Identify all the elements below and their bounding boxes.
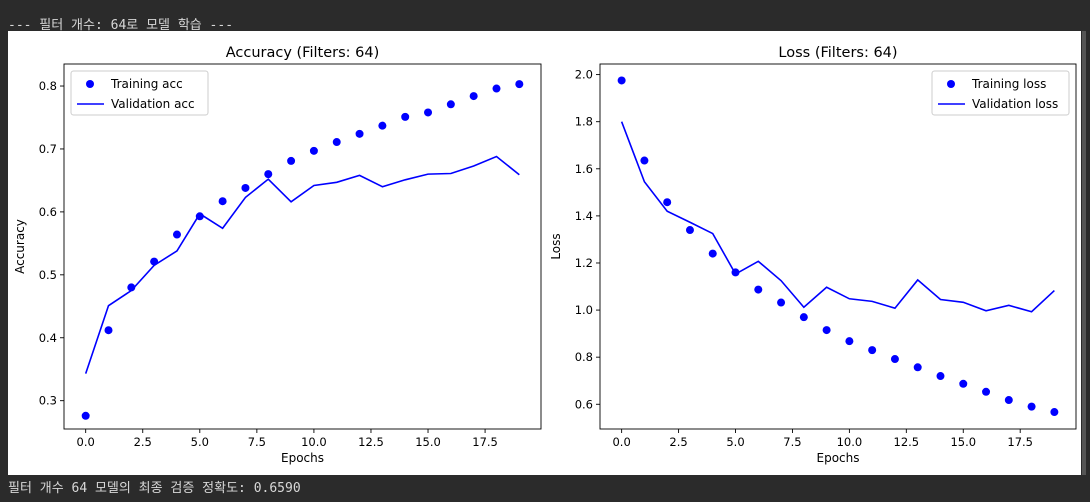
data-point-training-loss [913,363,922,372]
legend-label: Validation loss [972,97,1058,111]
y-tick-label: 0.8 [39,79,57,93]
x-tick-label: 10.0 [301,435,327,449]
chart-accuracy: Accuracy (Filters: 64) 0.0 2.5 5.0 7.5 10.0 12… [13,45,542,465]
data-point-training-acc [424,108,433,117]
data-point-training-acc [378,121,387,130]
data-point-training-acc [287,156,296,165]
data-point-training-loss [640,156,649,165]
data-point-training-acc [218,197,227,206]
series-line-validation-acc [84,155,520,374]
output-scrollbar[interactable] [1082,31,1086,475]
y-tick-label: 0.8 [575,350,593,364]
x-tick-label: 5.0 [726,435,744,449]
y-tick-label: 0.4 [39,331,57,345]
x-tick-label: 17.5 [1007,435,1033,449]
data-point-training-loss [708,249,717,258]
data-point-training-acc [401,112,410,121]
y-tick-label: 2.0 [575,68,593,82]
legend: Training acc Validation acc [70,70,209,116]
y-tick-label: 1.2 [575,256,593,270]
data-point-training-acc [264,170,273,179]
data-point-training-loss [777,298,786,307]
data-point-training-acc [309,146,318,155]
data-point-training-loss [799,313,808,322]
x-tick-label: 15.0 [950,435,976,449]
training-history-figure: Accuracy (Filters: 64) 0.0 2.5 5.0 7.5 10.0 12… [8,31,1081,475]
data-point-training-loss [982,387,991,396]
y-tick-label: 0.6 [39,205,57,219]
chart-loss: Loss (Filters: 64) 0.0 2.5 5.0 7.5 10.0 12.5 15… [549,45,1077,465]
x-tick-label: 0.0 [77,435,95,449]
data-point-training-loss [617,76,626,85]
data-point-training-loss [685,226,694,235]
axes-frame [599,63,1077,430]
x-tick-label: 0.0 [612,435,630,449]
x-axis-label: Epochs [817,451,860,465]
data-point-training-loss [1050,408,1059,417]
y-tick-label: 0.7 [39,142,57,156]
data-point-training-loss [1004,396,1013,405]
data-point-training-acc [332,138,341,147]
x-axis-label: Epochs [281,451,324,465]
data-point-training-acc [446,100,455,109]
legend-box [931,70,1070,116]
console-result-line: 필터 개수 64 모델의 최종 검증 정확도: 0.6590 [8,481,301,496]
x-tick-label: 7.5 [783,435,801,449]
y-tick-label: 0.6 [575,397,593,411]
legend-label: Validation acc [111,97,195,111]
x-tick-label: 7.5 [248,435,266,449]
chart-title: Accuracy (Filters: 64) [226,45,380,61]
y-axis-label: Accuracy [13,219,27,274]
data-point-training-acc [355,129,364,138]
x-tick-label: 10.0 [837,435,863,449]
figure-canvas: Accuracy (Filters: 64) 0.0 2.5 5.0 7.5 10.0 12… [13,45,1077,465]
data-point-training-loss [936,372,945,381]
legend-label: Training acc [110,77,183,91]
axes-frame [63,63,542,430]
y-tick-label: 1.8 [575,115,593,129]
data-point-training-acc [515,80,524,89]
data-point-training-loss [959,379,968,388]
y-tick-label: 0.5 [39,268,57,282]
console-header-line: --- 필터 개수: 64로 모델 학습 --- [8,18,234,33]
y-axis-label: Loss [549,233,563,259]
y-tick-label: 1.4 [575,209,593,223]
y-tick-label: 0.3 [39,394,57,408]
chart-title: Loss (Filters: 64) [778,45,897,61]
data-point-training-loss [845,337,854,346]
y-tick-label: 1.0 [575,303,593,317]
data-point-training-acc [104,326,113,335]
legend-point-marker [947,80,955,88]
x-tick-label: 17.5 [472,435,498,449]
data-point-training-acc [492,84,501,93]
data-point-training-loss [868,346,877,355]
legend-label: Training loss [971,77,1046,91]
data-point-training-loss [822,326,831,335]
x-tick-label: 15.0 [415,435,441,449]
data-point-training-loss [663,198,672,207]
data-point-training-loss [1027,402,1036,411]
data-point-training-loss [754,285,763,294]
data-point-training-loss [890,355,899,364]
legend-point-marker [86,80,94,88]
x-tick-label: 2.5 [669,435,687,449]
x-tick-label: 12.5 [894,435,920,449]
data-point-training-acc [241,183,250,192]
x-tick-label: 5.0 [191,435,209,449]
legend-box [70,70,209,116]
data-point-training-acc [81,411,90,420]
series-line-validation-loss [620,121,1055,313]
data-point-training-acc [172,230,181,239]
x-tick-label: 12.5 [358,435,384,449]
data-point-training-acc [469,92,478,101]
legend: Training loss Validation loss [931,70,1070,116]
x-tick-label: 2.5 [134,435,152,449]
y-tick-label: 1.6 [575,162,593,176]
